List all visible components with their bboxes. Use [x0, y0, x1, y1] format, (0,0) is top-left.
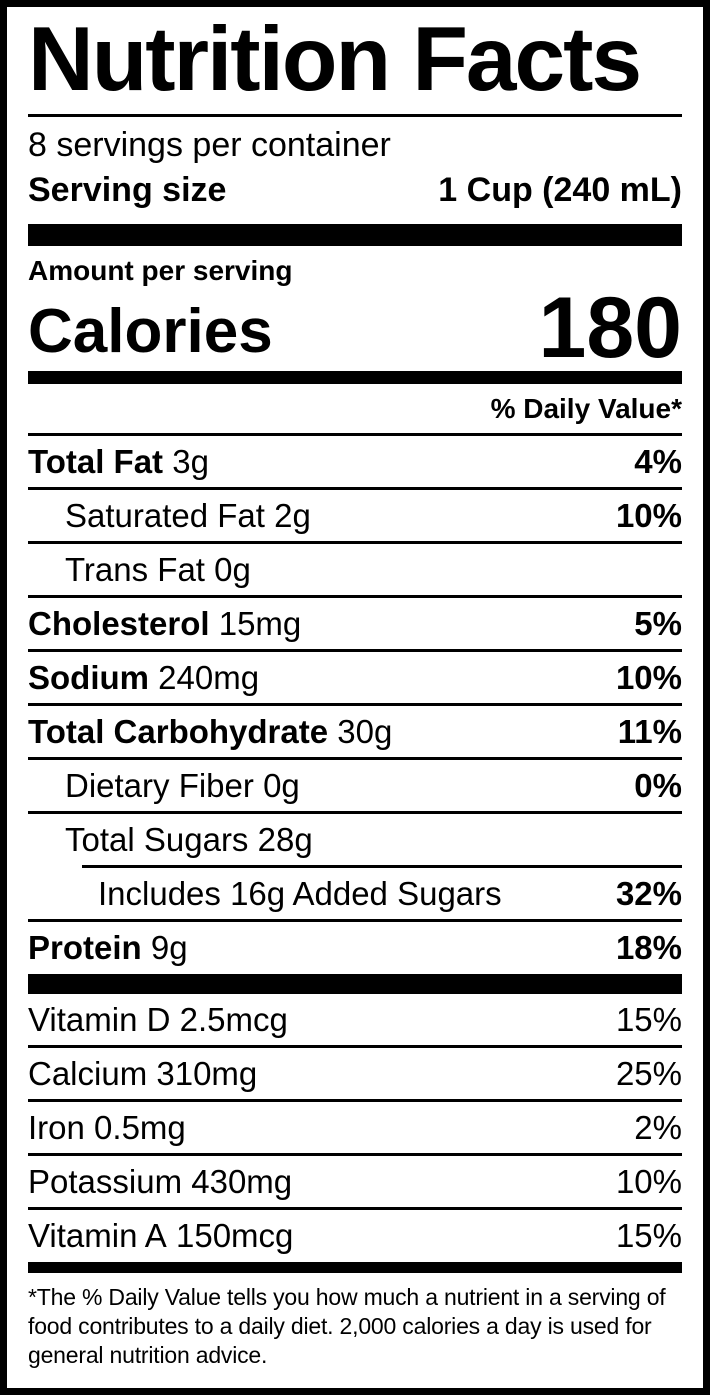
- nutrient-amount: 240mg: [158, 658, 260, 696]
- nutrient-name: Vitamin D: [28, 1000, 171, 1038]
- nutrient-name: Saturated Fat: [65, 496, 265, 534]
- nutrient-amount: 30g: [337, 712, 393, 750]
- nutrient-amount: 150mcg: [175, 1216, 294, 1254]
- nutrient-dv: 18%: [615, 928, 682, 966]
- daily-value-header: % Daily Value*: [28, 384, 682, 436]
- nutrient-name: Calcium: [28, 1054, 148, 1092]
- nutrient-dv: 4%: [634, 442, 682, 480]
- nutrient-row-total-carbohydrate: Total Carbohydrate 30g 11%: [28, 706, 682, 760]
- nutrient-row-total-sugars: Total Sugars 28g: [28, 814, 682, 865]
- nutrient-name: Iron: [28, 1108, 85, 1146]
- nutrient-amount: 0g: [214, 550, 251, 588]
- nutrient-dv: 15%: [615, 1216, 682, 1254]
- nutrient-amount: 2.5mcg: [179, 1000, 288, 1038]
- nutrient-dv: 10%: [615, 496, 682, 534]
- calories-label: Calories: [28, 297, 273, 366]
- nutrient-dv: 32%: [615, 874, 682, 912]
- nutrient-amount: 28g: [257, 820, 313, 858]
- nutrient-row-sodium: Sodium 240mg 10%: [28, 652, 682, 706]
- nutrient-name: Total Sugars: [65, 820, 249, 858]
- nutrient-dv: 0%: [634, 766, 682, 804]
- nutrient-amount: 0g: [263, 766, 300, 804]
- nutrient-name: Total Carbohydrate: [28, 712, 329, 750]
- nutrient-amount: 9g: [150, 928, 188, 966]
- thick-divider: [28, 974, 682, 994]
- divider: [28, 114, 682, 117]
- nutrient-amount: 3g: [172, 442, 209, 480]
- servings-per-container: 8 servings per container: [28, 126, 391, 164]
- nutrient-name: Vitamin A: [28, 1216, 167, 1254]
- nutrient-dv: 15%: [615, 1000, 682, 1038]
- nutrient-amount: 15mg: [218, 604, 302, 642]
- serving-size-label: Serving size: [28, 171, 227, 209]
- daily-value-footnote: *The % Daily Value tells you how much a …: [28, 1284, 666, 1368]
- nutrient-name: Cholesterol: [28, 604, 210, 642]
- medium-divider: [28, 371, 682, 384]
- micronutrient-row-vitamin-a: Vitamin A 150mcg 15%: [28, 1210, 682, 1261]
- nutrient-row-saturated-fat: Saturated Fat 2g 10%: [28, 490, 682, 544]
- nutrient-row-trans-fat: Trans Fat 0g: [28, 544, 682, 598]
- nutrient-dv: 2%: [634, 1108, 682, 1146]
- nutrient-name: Dietary Fiber: [65, 766, 254, 804]
- nutrient-name: Trans Fat: [65, 550, 205, 588]
- calories-value: 180: [538, 280, 683, 376]
- serving-size-value: 1 Cup (240 mL): [438, 171, 682, 209]
- nutrient-amount: 0.5mg: [94, 1108, 186, 1146]
- nutrient-row-total-fat: Total Fat 3g 4%: [28, 436, 682, 490]
- nutrient-dv: 25%: [615, 1054, 682, 1092]
- nutrient-row-added-sugars: Includes 16g Added Sugars 32%: [28, 868, 682, 922]
- nutrient-amount: 2g: [274, 496, 311, 534]
- label-title: Nutrition Facts: [28, 9, 642, 110]
- thick-divider: [28, 224, 682, 246]
- calories-row: Calories 180: [28, 280, 683, 376]
- amount-per-serving-label: Amount per serving: [28, 255, 293, 286]
- micronutrient-row-iron: Iron 0.5mg 2%: [28, 1102, 682, 1156]
- nutrient-dv: 10%: [615, 658, 682, 696]
- nutrient-dv: 10%: [615, 1162, 682, 1200]
- inset-divider: [82, 865, 682, 868]
- nutrient-name: Potassium: [28, 1162, 183, 1200]
- nutrient-name: Protein: [28, 928, 142, 966]
- nutrient-name: Includes 16g Added Sugars: [98, 874, 502, 912]
- medium-divider: [28, 1262, 682, 1273]
- nutrient-dv: 5%: [634, 604, 682, 642]
- micronutrient-row-potassium: Potassium 430mg 10%: [28, 1156, 682, 1210]
- serving-size-row: Serving size 1 Cup (240 mL): [28, 167, 682, 213]
- nutrient-row-protein: Protein 9g 18%: [28, 922, 682, 973]
- nutrient-dv: 11%: [617, 712, 682, 750]
- nutrient-row-dietary-fiber: Dietary Fiber 0g 0%: [28, 760, 682, 814]
- nutrient-name: Total Fat: [28, 442, 164, 480]
- nutrient-amount: 310mg: [156, 1054, 258, 1092]
- nutrient-amount: 430mg: [191, 1162, 293, 1200]
- micronutrient-row-vitamin-d: Vitamin D 2.5mcg 15%: [28, 994, 682, 1048]
- nutrient-row-cholesterol: Cholesterol 15mg 5%: [28, 598, 682, 652]
- micronutrient-row-calcium: Calcium 310mg 25%: [28, 1048, 682, 1102]
- nutrient-name: Sodium: [28, 658, 149, 696]
